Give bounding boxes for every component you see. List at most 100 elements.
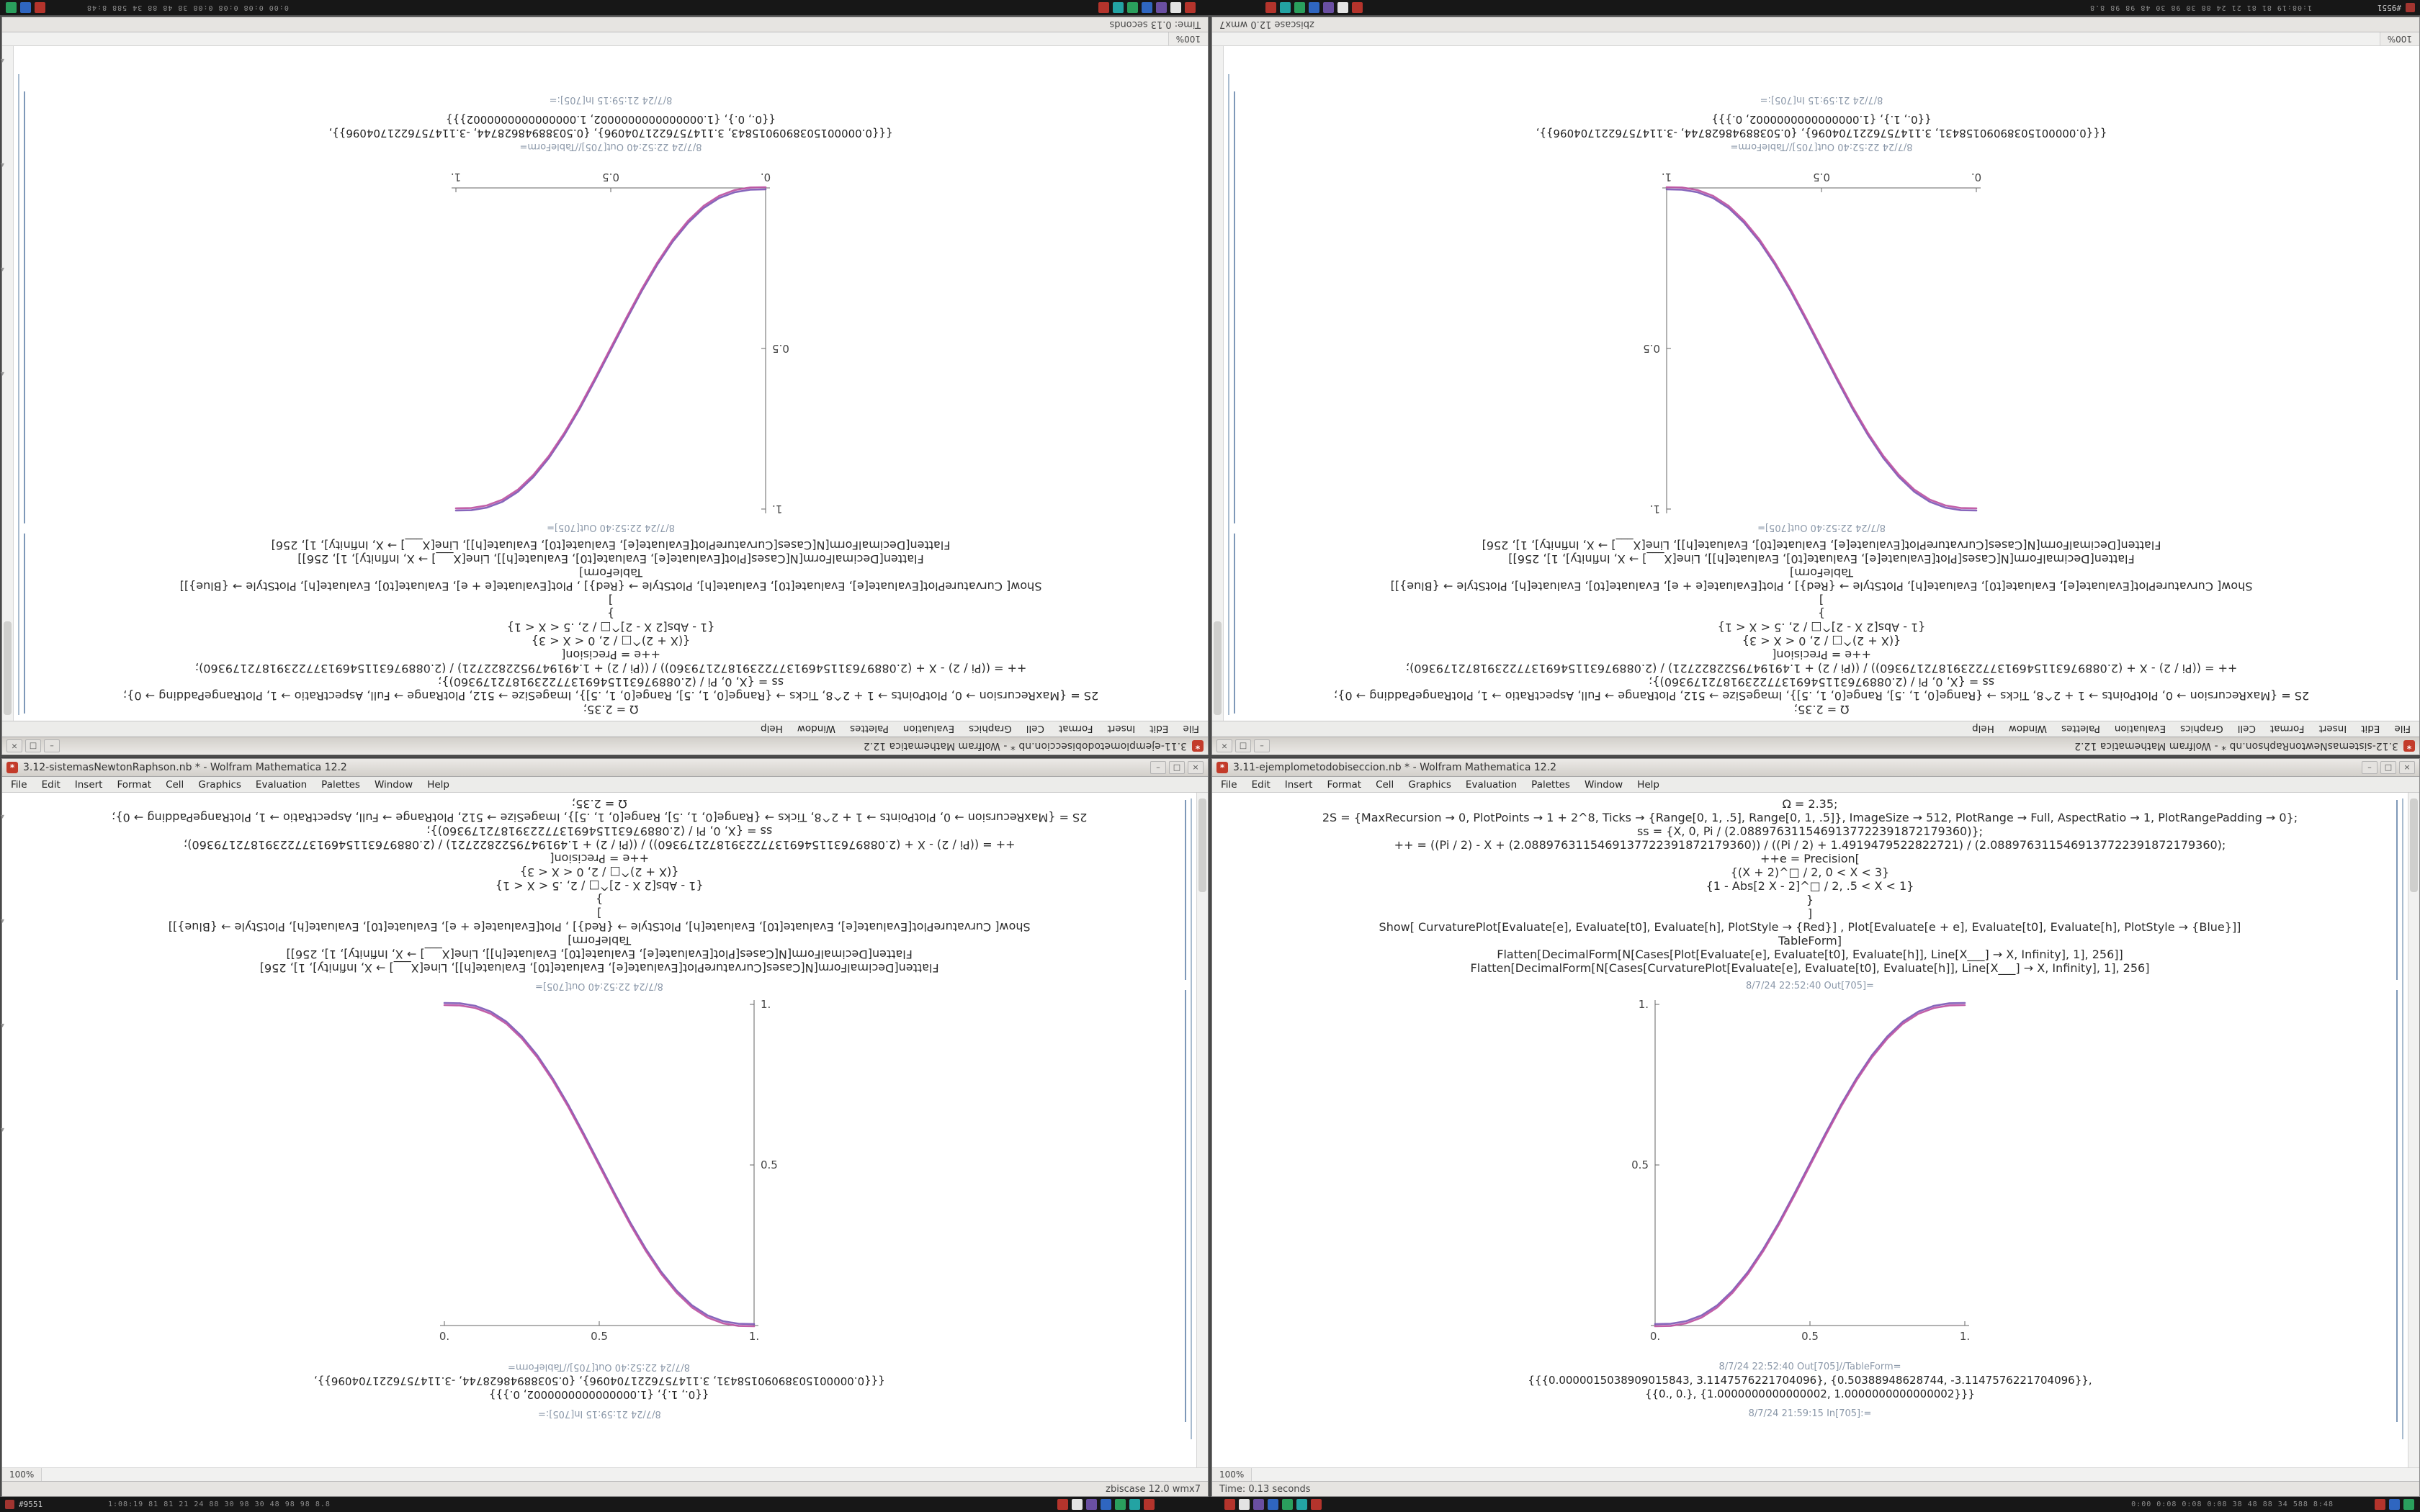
- cell-group-bracket[interactable]: [18, 74, 19, 715]
- titlebar[interactable]: * 3.11-ejemplometodobiseccion.nb * - Wol…: [1212, 759, 2419, 777]
- minimize-button[interactable]: –: [2362, 761, 2378, 774]
- menu-item[interactable]: Cell: [166, 778, 184, 791]
- menu-item[interactable]: Evaluation: [1465, 778, 1518, 791]
- code-line[interactable]: ++e = Precision[: [1772, 648, 1871, 662]
- cell-bracket[interactable]: [1234, 91, 1235, 523]
- app-icon[interactable]: [1323, 2, 1334, 13]
- menu-item[interactable]: Help: [1972, 723, 1994, 735]
- menu-item[interactable]: File: [1221, 778, 1237, 791]
- app-icon[interactable]: [2375, 1499, 2385, 1510]
- cell-bracket[interactable]: [2396, 800, 2398, 980]
- code-line[interactable]: ++ = ((Pi / 2) - X + (2.0889763115469137…: [1405, 662, 2238, 675]
- code-line[interactable]: {(X + 2)^□ / 2, 0 < X < 3}: [531, 634, 691, 648]
- code-line[interactable]: {1 - Abs[2 X - 2]^□ / 2, .5 < X < 1}: [506, 621, 715, 634]
- cell-bracket[interactable]: [24, 534, 25, 714]
- close-button[interactable]: ×: [6, 739, 22, 752]
- code-line[interactable]: ]: [1807, 906, 1813, 920]
- cell-bracket[interactable]: [1185, 800, 1186, 980]
- scrollbar-thumb[interactable]: [2410, 798, 2418, 892]
- app-icon[interactable]: [1072, 1499, 1083, 1510]
- cell-bracket[interactable]: [1234, 534, 1235, 714]
- menu-item[interactable]: Insert: [74, 778, 103, 791]
- taskbar-launcher-icon[interactable]: [2406, 3, 2415, 12]
- code-line[interactable]: Show[ CurvaturePlot[Evaluate[e], Evaluat…: [1379, 920, 2241, 934]
- app-icon[interactable]: [1280, 2, 1291, 13]
- menu-item[interactable]: Window: [374, 778, 413, 791]
- menu-item[interactable]: Insert: [1107, 723, 1136, 735]
- code-line[interactable]: ]: [608, 593, 614, 607]
- titlebar[interactable]: * 3.12-sistemasNewtonRaphson.nb * - Wolf…: [1212, 737, 2419, 755]
- code-line[interactable]: ++e = Precision[: [561, 648, 660, 662]
- app-icon[interactable]: [1086, 1499, 1097, 1510]
- app-icon[interactable]: [1142, 2, 1152, 13]
- app-icon[interactable]: [20, 2, 31, 13]
- code-line[interactable]: ]: [596, 906, 602, 920]
- cell-bracket[interactable]: [2396, 990, 2398, 1422]
- app-icon[interactable]: [2389, 1499, 2400, 1510]
- code-line[interactable]: 2S = {MaxRecursion → 0, PlotPoints → 1 +…: [1322, 811, 2298, 824]
- close-button[interactable]: ×: [1216, 739, 1232, 752]
- menu-item[interactable]: Window: [797, 723, 836, 735]
- maximize-button[interactable]: □: [2380, 761, 2396, 774]
- code-line[interactable]: TableForm]: [1778, 934, 1842, 948]
- menu-item[interactable]: Cell: [1376, 778, 1394, 791]
- app-icon[interactable]: [1294, 2, 1305, 13]
- app-icon[interactable]: [1224, 1499, 1235, 1510]
- menu-item[interactable]: Edit: [2361, 723, 2380, 735]
- menu-item[interactable]: Help: [761, 723, 783, 735]
- code-line[interactable]: }: [595, 893, 604, 906]
- maximize-button[interactable]: □: [1169, 761, 1185, 774]
- cell-bracket[interactable]: [1185, 990, 1186, 1422]
- code-line[interactable]: ++ = ((Pi / 2) - X + (2.0889763115469137…: [194, 662, 1027, 675]
- app-icon[interactable]: [1282, 1499, 1293, 1510]
- code-line[interactable]: ss = {X, 0, Pi / (2.08897631154691377223…: [426, 824, 773, 838]
- app-icon[interactable]: [1156, 2, 1167, 13]
- code-line[interactable]: 2S = {MaxRecursion → 0, PlotPoints → 1 +…: [122, 689, 1099, 703]
- menu-item[interactable]: Cell: [1026, 723, 1044, 735]
- maximize-button[interactable]: □: [25, 739, 41, 752]
- menu-item[interactable]: Cell: [2237, 723, 2256, 735]
- code-line[interactable]: Show[ CurvaturePlot[Evaluate[e], Evaluat…: [179, 580, 1042, 593]
- input-cell[interactable]: Ω = 2.35; 2S = {MaxRecursion → 0, PlotPoi…: [123, 539, 1098, 716]
- menu-item[interactable]: Edit: [41, 778, 60, 791]
- code-line[interactable]: 2S = {MaxRecursion → 0, PlotPoints → 1 +…: [111, 811, 1088, 824]
- app-icon[interactable]: [6, 2, 17, 13]
- input-cell[interactable]: Ω = 2.35; 2S = {MaxRecursion → 0, PlotPoi…: [1334, 539, 2309, 716]
- app-icon[interactable]: [1127, 2, 1138, 13]
- menu-item[interactable]: Graphics: [2180, 723, 2223, 735]
- menu-item[interactable]: Insert: [1284, 778, 1313, 791]
- app-icon[interactable]: [1115, 1499, 1126, 1510]
- vertical-scrollbar[interactable]: [1196, 793, 1208, 1467]
- horizontal-scrollbar[interactable]: [2, 32, 1168, 45]
- app-icon[interactable]: [1268, 1499, 1278, 1510]
- app-icon[interactable]: [1057, 1499, 1068, 1510]
- code-line[interactable]: Ω = 2.35;: [583, 703, 639, 716]
- app-icon[interactable]: [2403, 1499, 2414, 1510]
- code-line[interactable]: TableForm]: [568, 934, 631, 948]
- plot-cell[interactable]: 0. 0.5 1. 0.5 1.: [1634, 159, 2009, 519]
- code-line[interactable]: ++ = ((Pi / 2) - X + (2.0889763115469137…: [183, 838, 1016, 852]
- code-line[interactable]: }: [1806, 893, 1814, 906]
- menu-item[interactable]: Format: [117, 778, 152, 791]
- horizontal-scrollbar[interactable]: [1212, 32, 2380, 45]
- code-line[interactable]: {(X + 2)^□ / 2, 0 < X < 3}: [1742, 634, 1901, 648]
- app-icon[interactable]: [1337, 2, 1348, 13]
- code-line[interactable]: {(X + 2)^□ / 2, 0 < X < 3}: [1730, 865, 1890, 879]
- app-icon[interactable]: [1170, 2, 1181, 13]
- menu-item[interactable]: Evaluation: [255, 778, 308, 791]
- code-line[interactable]: Flatten[DecimalForm[N[Cases[CurvaturePlo…: [1470, 961, 2150, 975]
- app-icon[interactable]: [1352, 2, 1363, 13]
- cell-bracket[interactable]: [24, 91, 25, 523]
- code-line[interactable]: Flatten[DecimalForm[N[Cases[Plot[Evaluat…: [297, 552, 924, 566]
- menu-item[interactable]: Format: [1058, 723, 1093, 735]
- menu-item[interactable]: Palettes: [850, 723, 889, 735]
- scrollbar-thumb[interactable]: [1198, 798, 1206, 892]
- menu-item[interactable]: Edit: [1150, 723, 1169, 735]
- close-button[interactable]: ×: [1188, 761, 1204, 774]
- code-line[interactable]: Flatten[DecimalForm[N[Cases[Plot[Evaluat…: [286, 948, 913, 961]
- code-line[interactable]: }: [1817, 607, 1826, 621]
- horizontal-scrollbar[interactable]: [42, 1468, 1208, 1481]
- code-line[interactable]: ++e = Precision[: [1760, 852, 1860, 865]
- code-line[interactable]: Flatten[DecimalForm[N[Cases[Plot[Evaluat…: [1508, 552, 2135, 566]
- code-line[interactable]: {1 - Abs[2 X - 2]^□ / 2, .5 < X < 1}: [495, 879, 704, 893]
